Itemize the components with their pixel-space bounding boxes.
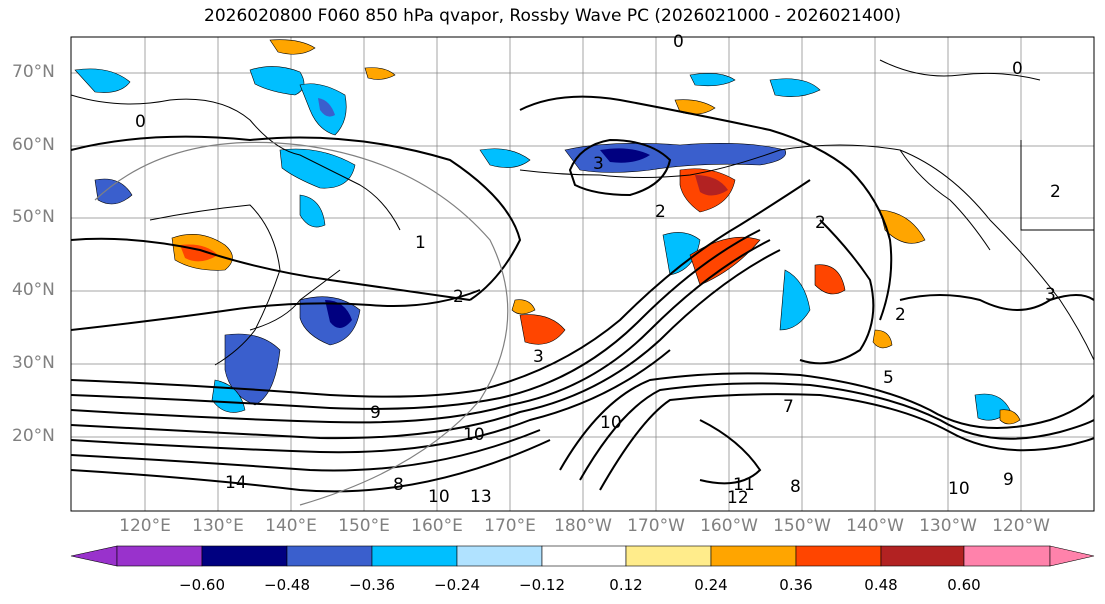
- colorbar-tick-label: −0.36: [349, 576, 395, 594]
- longitude-label: 130°E: [192, 516, 244, 536]
- colorbar-tick-label: −0.12: [519, 576, 565, 594]
- latitude-label: 40°N: [12, 280, 55, 300]
- colorbar-bin: [541, 545, 627, 567]
- contour-label: 10: [600, 413, 622, 433]
- contour-label: 2: [655, 202, 666, 222]
- colorbar-bin: [963, 545, 1051, 567]
- contour-label: 10: [948, 479, 970, 499]
- colorbar-tick-label: 0.48: [864, 576, 898, 594]
- longitude-label: 160°E: [411, 516, 463, 536]
- contour-lines: [71, 95, 1094, 493]
- colorbar-bin: [70, 545, 118, 567]
- longitude-label: 180°W: [554, 516, 612, 536]
- contour-label: 7: [783, 397, 794, 417]
- colorbar-bin: [710, 545, 797, 567]
- latitude-label: 60°N: [12, 135, 55, 155]
- contour-label: 2: [1050, 182, 1061, 202]
- colorbar-tick-label: 0.60: [947, 576, 981, 594]
- contour-label-group: 0 0 1 2 2 2 2 3 3 5 3 9 10 10 13 14 8 10…: [135, 32, 1061, 508]
- contour-label: 9: [1003, 470, 1014, 490]
- contour-label: 1: [415, 233, 426, 253]
- contour-label: 0: [135, 112, 146, 132]
- longitude-label: 120°E: [119, 516, 171, 536]
- contour-label: 2: [453, 287, 464, 307]
- colorbar-bin: [371, 545, 458, 567]
- colorbar-tick-label: −0.60: [179, 576, 225, 594]
- contour-label: 11: [733, 475, 755, 495]
- longitude-label: 160°W: [700, 516, 758, 536]
- contour-label: 8: [393, 475, 404, 495]
- longitude-label: 170°E: [484, 516, 536, 536]
- colorbar-tick-label: 0.12: [609, 576, 643, 594]
- colorbar-bin: [795, 545, 882, 567]
- contour-label: 0: [673, 32, 684, 52]
- colorbar-bin: [286, 545, 373, 567]
- colorbar-tick-label: −0.24: [434, 576, 480, 594]
- latitude-label: 50°N: [12, 207, 55, 227]
- colorbar-tick-label: −0.48: [264, 576, 310, 594]
- contour-label: 3: [593, 154, 604, 174]
- rossby-wave-reference-arc: [94, 141, 509, 506]
- colorbar-tick-label: 0.24: [694, 576, 728, 594]
- longitude-label: 150°W: [773, 516, 831, 536]
- latitude-label: 20°N: [12, 426, 55, 446]
- colorbar-bin: [625, 545, 712, 567]
- contour-label: 10: [428, 487, 450, 507]
- contour-label: 3: [1045, 285, 1056, 305]
- contour-label: 2: [895, 305, 906, 325]
- colorbar-bin: [880, 545, 965, 567]
- contour-label: 14: [225, 473, 247, 493]
- colorbar-bin: [1049, 545, 1095, 567]
- coastlines: [71, 59, 1094, 366]
- longitude-label: 120°W: [992, 516, 1050, 536]
- latitude-label: 70°N: [12, 62, 55, 82]
- contour-label: 8: [790, 477, 801, 497]
- contour-label: 10: [463, 425, 485, 445]
- map-frame: [70, 36, 1095, 512]
- contour-label: 0: [1012, 59, 1023, 79]
- contour-label: 5: [883, 368, 894, 388]
- longitude-label: 140°W: [846, 516, 904, 536]
- longitude-label: 140°E: [265, 516, 317, 536]
- longitude-label: 130°W: [919, 516, 977, 536]
- contour-label: 9: [370, 403, 381, 423]
- colorbar: [70, 545, 1095, 567]
- contour-label: 3: [533, 347, 544, 367]
- longitude-label: 170°W: [627, 516, 685, 536]
- colorbar-tick-label: 0.36: [779, 576, 813, 594]
- latitude-label: 30°N: [12, 353, 55, 373]
- contour-label: 13: [470, 487, 492, 507]
- contour-label: 2: [815, 213, 826, 233]
- map-title: 2026020800 F060 850 hPa qvapor, Rossby W…: [204, 6, 901, 26]
- colorbar-bin: [116, 545, 203, 567]
- contour-label: 12: [727, 488, 749, 508]
- colorbar-bin: [456, 545, 543, 567]
- colorbar-bin: [201, 545, 288, 567]
- longitude-label: 150°E: [338, 516, 390, 536]
